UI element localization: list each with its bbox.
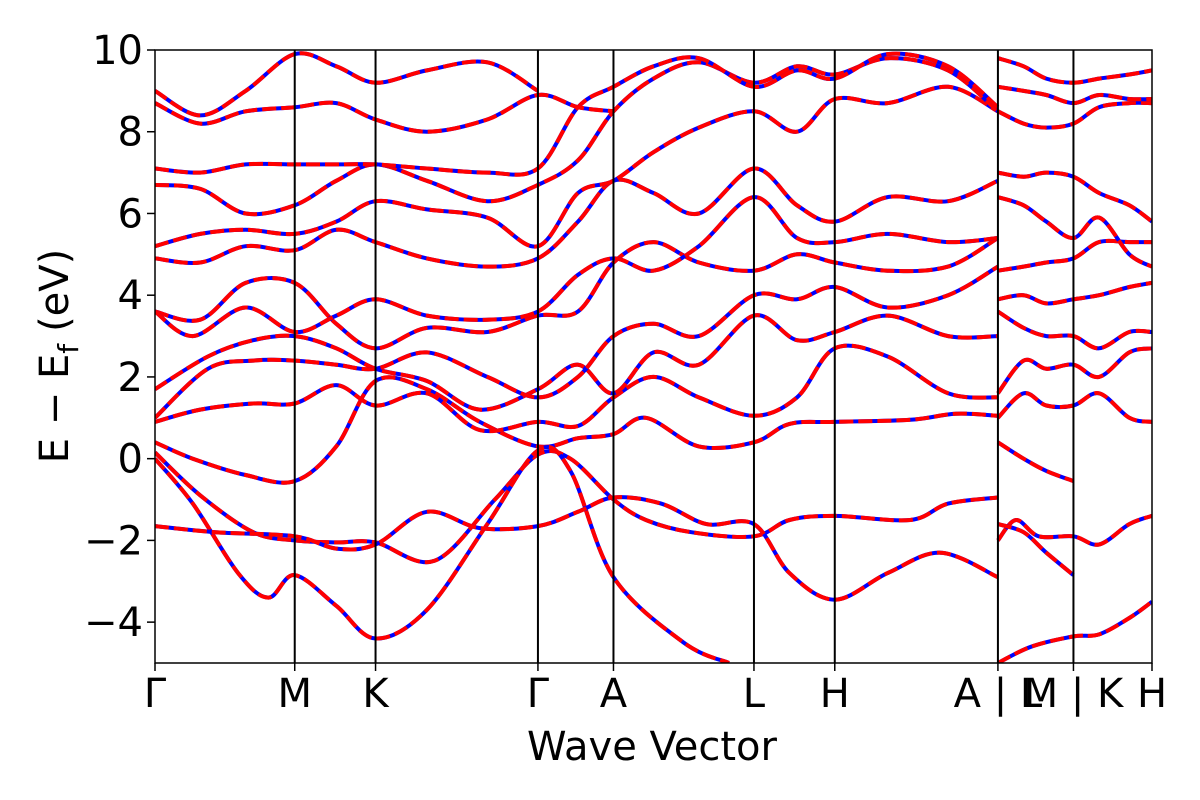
kpoint-label: Γ bbox=[527, 671, 550, 717]
y-tick-label: 0 bbox=[118, 437, 143, 483]
kpoint-label: H bbox=[820, 671, 850, 717]
band-line-red bbox=[996, 440, 1075, 483]
y-tick-label: 10 bbox=[92, 28, 143, 74]
y-tick-label: −4 bbox=[84, 600, 143, 646]
kpoint-label: A bbox=[600, 671, 628, 717]
kpoint-label: Γ bbox=[144, 671, 167, 717]
y-tick-label: 4 bbox=[118, 273, 143, 319]
kpoint-separators bbox=[293, 50, 1075, 663]
kpoint-label: A | L bbox=[954, 671, 1043, 717]
kpoint-label: H bbox=[1137, 671, 1167, 717]
band-line-red bbox=[155, 51, 539, 118]
band-line-red bbox=[997, 600, 1152, 663]
kpoint-label: M | K bbox=[1024, 671, 1125, 717]
y-axis-label-subscript: f bbox=[52, 343, 85, 354]
band-line-red bbox=[155, 495, 999, 602]
kpoint-label: M bbox=[277, 671, 312, 717]
y-axis-label-main: E − E bbox=[32, 354, 78, 464]
plot-background bbox=[155, 50, 1152, 663]
band-line-red bbox=[155, 444, 730, 663]
x-axis-ticks: Γ M K Γ A L H A | LM | K H bbox=[144, 663, 1167, 717]
y-axis-label: E − Ef (eV) bbox=[32, 249, 85, 464]
plot-frame bbox=[154, 49, 1153, 664]
band-line-red bbox=[996, 346, 1152, 395]
band-line-red bbox=[996, 513, 1152, 547]
kpoint-label: L bbox=[743, 671, 766, 717]
y-tick-label: 6 bbox=[118, 191, 143, 237]
y-tick-label: 2 bbox=[118, 355, 143, 401]
y-axis-ticks: 10 8 6 4 2 0 −2 −4 bbox=[84, 28, 155, 646]
y-axis-label-unit: (eV) bbox=[32, 249, 78, 332]
band-line-red bbox=[997, 522, 1075, 577]
y-tick-label: 8 bbox=[118, 110, 143, 156]
kpoint-label: K bbox=[362, 671, 390, 717]
y-tick-label: −2 bbox=[84, 518, 143, 564]
x-axis-label: Wave Vector bbox=[527, 724, 778, 770]
